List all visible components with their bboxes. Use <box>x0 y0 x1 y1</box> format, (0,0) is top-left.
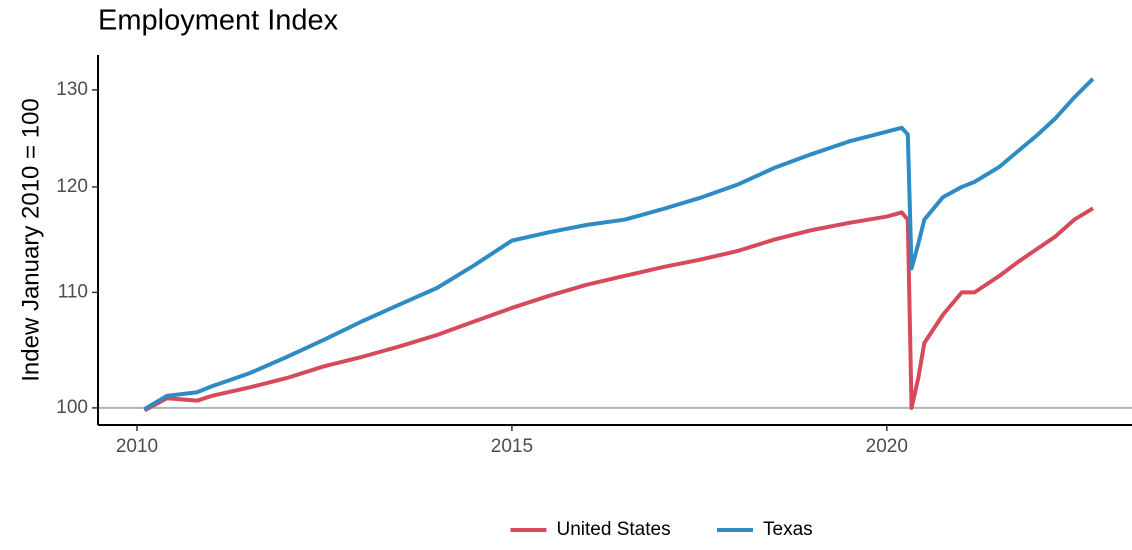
y-tick-label: 120 <box>56 176 88 197</box>
y-tick-label: 100 <box>56 397 88 418</box>
x-tick-label: 2010 <box>116 436 158 457</box>
line <box>143 77 1095 411</box>
legend-label: United States <box>557 519 671 540</box>
chart-title: Employment Index <box>98 5 339 37</box>
y-axis-label: Indew January 2010 = 100 <box>17 98 44 382</box>
legend-label: Texas <box>763 519 813 540</box>
line <box>143 206 1095 413</box>
x-tick-label: 2020 <box>866 436 908 457</box>
y-tick-label: 130 <box>56 79 88 100</box>
x-tick-label: 2015 <box>491 436 533 457</box>
y-tick-label: 110 <box>58 281 88 302</box>
